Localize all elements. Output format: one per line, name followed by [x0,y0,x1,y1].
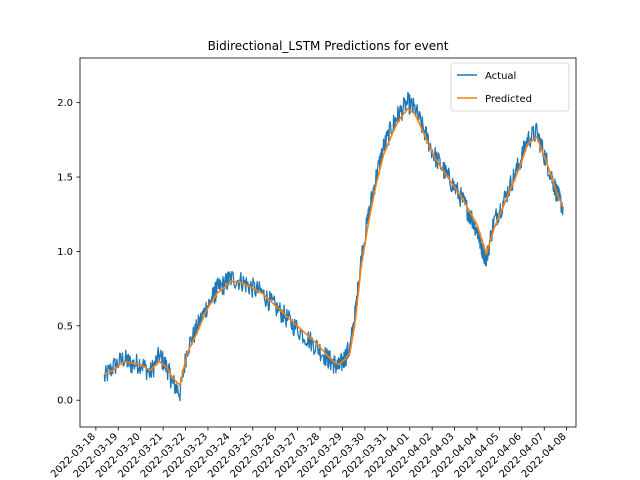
y-tick-label: 2.0 [57,98,73,109]
y-tick-label: 1.5 [57,173,73,184]
y-tick-label: 1.0 [57,247,73,258]
legend-label: Predicted [485,94,532,105]
legend-label: Actual [485,71,516,82]
legend-box [450,62,570,112]
y-tick-label: 0.0 [57,396,73,407]
legend: Actual Predicted [450,62,570,112]
plot-frame [79,57,577,428]
plot-series [103,91,564,402]
plot-axes: 0.00.51.01.52.02022-03-182022-03-192022-… [49,57,577,480]
y-tick-label: 0.5 [57,321,73,332]
series-line-predicted [104,107,564,387]
chart-title: Bidirectional_LSTM Predictions for event [208,39,449,53]
